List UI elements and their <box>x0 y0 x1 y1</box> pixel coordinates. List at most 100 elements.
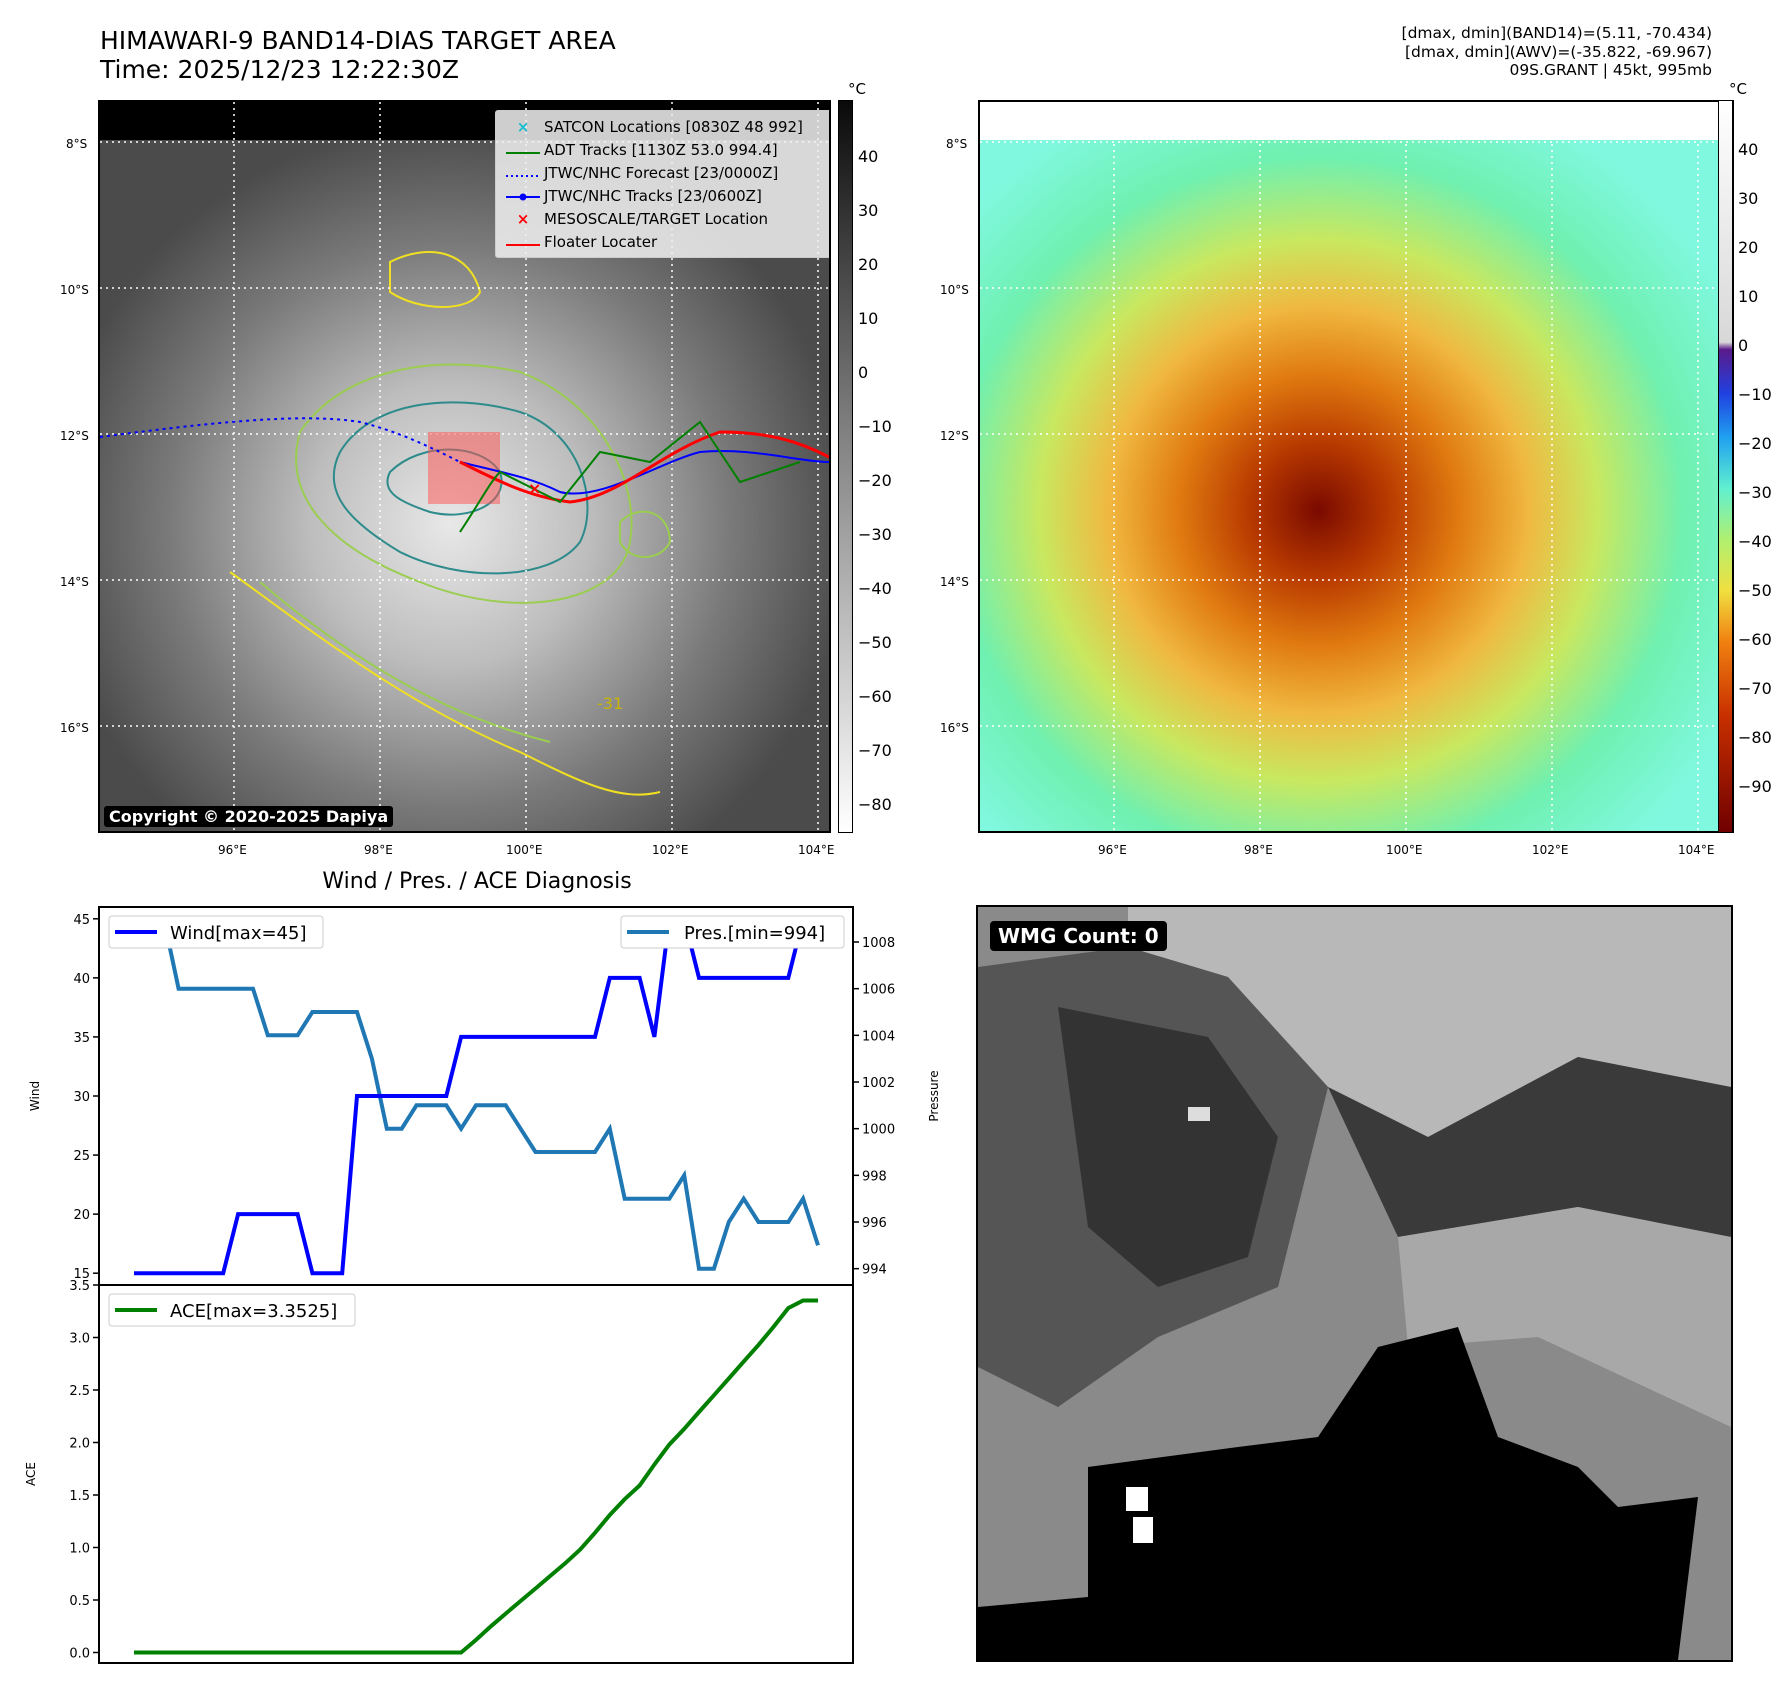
line-dot-icon <box>502 187 544 205</box>
axis-tick-label: 3.5 <box>69 1279 90 1294</box>
lat-label: 14°S <box>60 575 89 589</box>
cbar-tick: −40 <box>858 579 892 598</box>
lon-label: 102°E <box>1532 843 1569 857</box>
ace-series-line <box>134 1298 818 1655</box>
contour-band-green <box>259 581 551 743</box>
legend-row-mesoscale: × MESOSCALE/TARGET Location <box>502 207 829 230</box>
target-x-marker: × <box>528 479 541 498</box>
axis-tick-label: 25 <box>73 1149 90 1164</box>
cbar-tick: 10 <box>1738 287 1759 306</box>
diagnosis-chart: Wind / Pres. / ACE Diagnosis Wind Pressu… <box>24 869 941 1664</box>
figure-title: HIMAWARI-9 BAND14-DIAS TARGET AREA Time:… <box>100 26 616 84</box>
wmg-black-region <box>978 1327 1698 1660</box>
wind-tick-group: 15 20 25 30 35 40 45 <box>73 913 99 1282</box>
color-colorbar <box>1718 100 1733 833</box>
contour-outer <box>295 363 633 604</box>
lat-label: 16°S <box>60 721 89 735</box>
jtwc-forecast-line <box>100 417 461 463</box>
x-icon: × <box>516 117 530 136</box>
lon-label: 100°E <box>1386 843 1423 857</box>
cbar-tick: −70 <box>858 741 892 760</box>
cbar-tick: −60 <box>1738 630 1772 649</box>
contour-band-yellow <box>229 571 661 796</box>
legend-label-satcon: SATCON Locations [0830Z 48 992] <box>544 117 803 136</box>
legend-row-satcon: × SATCON Locations [0830Z 48 992] <box>502 115 829 138</box>
cbar-tick: 10 <box>858 309 879 328</box>
cbar-tick: −20 <box>858 471 892 490</box>
cbar-tick: 0 <box>1738 336 1749 355</box>
axis-tick-label: 35 <box>73 1031 90 1046</box>
gray-colorbar-ticks: 40 30 20 10 0 −10 −20 −30 −40 −50 −60 −7… <box>858 100 908 833</box>
cbar-tick: −70 <box>1738 679 1772 698</box>
gray-colorbar-unit: °C <box>848 80 866 98</box>
legend-label-adt: ADT Tracks [1130Z 53.0 994.4] <box>544 140 778 159</box>
cbar-tick: 20 <box>858 255 879 274</box>
cbar-tick: −90 <box>1738 777 1772 796</box>
lon-label: 104°E <box>1678 843 1715 857</box>
cbar-tick: −60 <box>858 687 892 706</box>
axis-tick-label: 3.0 <box>69 1332 90 1347</box>
floater-locater-line <box>459 430 829 504</box>
x-icon: × <box>516 209 530 228</box>
ace-legend-label: ACE[max=3.3525] <box>170 1301 337 1322</box>
stats-block: [dmax, dmin](BAND14)=(5.11, -70.434) [dm… <box>1402 24 1712 80</box>
cbar-tick: −80 <box>858 795 892 814</box>
wmg-light-pixel <box>1188 1107 1210 1121</box>
pressure-tick-group: 994 996 998 1000 1002 1004 1006 1008 <box>853 936 895 1278</box>
contour-north <box>389 251 482 308</box>
cbar-tick: 20 <box>1738 238 1759 257</box>
line-icon <box>502 141 544 159</box>
map-gridlines <box>980 102 1732 831</box>
cbar-tick: −30 <box>858 525 892 544</box>
contour-inner <box>332 401 589 575</box>
axis-tick-label: 2.0 <box>69 1437 90 1452</box>
axis-tick-label: 994 <box>862 1263 887 1278</box>
legend-row-adt: ADT Tracks [1130Z 53.0 994.4] <box>502 138 829 161</box>
wmg-image: WMG Count: 0 <box>976 905 1733 1662</box>
diagnosis-title: Wind / Pres. / ACE Diagnosis <box>322 869 631 894</box>
lat-label: 14°S <box>940 575 969 589</box>
legend-row-jtwc-tracks: JTWC/NHC Tracks [23/0600Z] <box>502 184 829 207</box>
cbar-tick: −10 <box>858 417 892 436</box>
ir-color-map <box>978 100 1734 833</box>
axis-tick-label: 996 <box>862 1216 887 1231</box>
map-legend: × SATCON Locations [0830Z 48 992] ADT Tr… <box>495 110 829 258</box>
contour-value-label: -31 <box>597 694 623 713</box>
lon-label: 96°E <box>1098 843 1127 857</box>
wmg-dark-band <box>1328 1057 1731 1237</box>
wind-legend: Wind[max=45] <box>108 915 324 949</box>
axis-tick-label: 1.5 <box>69 1489 90 1504</box>
color-colorbar-ticks: 40 30 20 10 0 −10 −20 −30 −40 −50 −60 −7… <box>1738 100 1788 833</box>
legend-label-forecast: JTWC/NHC Forecast [23/0000Z] <box>544 163 779 182</box>
axis-tick-label: 998 <box>862 1169 887 1184</box>
lat-label: 8°S <box>66 137 88 151</box>
pressure-axis-label: Pressure <box>927 1070 941 1121</box>
wmg-light-region <box>1128 907 1731 1137</box>
contour-east <box>619 510 672 558</box>
stats-line-3: 09S.GRANT | 45kt, 995mb <box>1509 61 1712 79</box>
axis-tick-label: 1004 <box>862 1029 895 1044</box>
pressure-series-line <box>134 916 820 1271</box>
wind-pres-frame <box>98 906 854 1286</box>
axis-tick-label: 1008 <box>862 936 895 951</box>
lon-label: 96°E <box>218 843 247 857</box>
ace-tick-group: 0.0 0.5 1.0 1.5 2.0 2.5 3.0 3.5 <box>69 1279 99 1662</box>
legend-row-forecast: JTWC/NHC Forecast [23/0000Z] <box>502 161 829 184</box>
wmg-svg <box>978 907 1731 1660</box>
ace-frame <box>98 1284 854 1664</box>
legend-label-mesoscale: MESOSCALE/TARGET Location <box>544 209 769 228</box>
lon-label: 100°E <box>506 843 543 857</box>
axis-tick-label: 0.5 <box>69 1594 90 1609</box>
ace-legend-box <box>108 1293 356 1327</box>
cbar-tick: 0 <box>858 363 869 382</box>
pressure-legend-box <box>620 915 845 949</box>
stats-line-1: [dmax, dmin](BAND14)=(5.11, -70.434) <box>1401 24 1712 42</box>
ace-legend: ACE[max=3.3525] <box>108 1293 356 1327</box>
pressure-legend: Pres.[min=994] <box>620 915 845 949</box>
axis-tick-label: 20 <box>73 1208 90 1223</box>
lat-label: 10°S <box>60 283 89 297</box>
axis-tick-label: 0.0 <box>69 1647 90 1662</box>
lon-label: 98°E <box>1244 843 1273 857</box>
wmg-gray-band <box>1398 1207 1731 1427</box>
color-colorbar-unit: °C <box>1729 80 1747 98</box>
